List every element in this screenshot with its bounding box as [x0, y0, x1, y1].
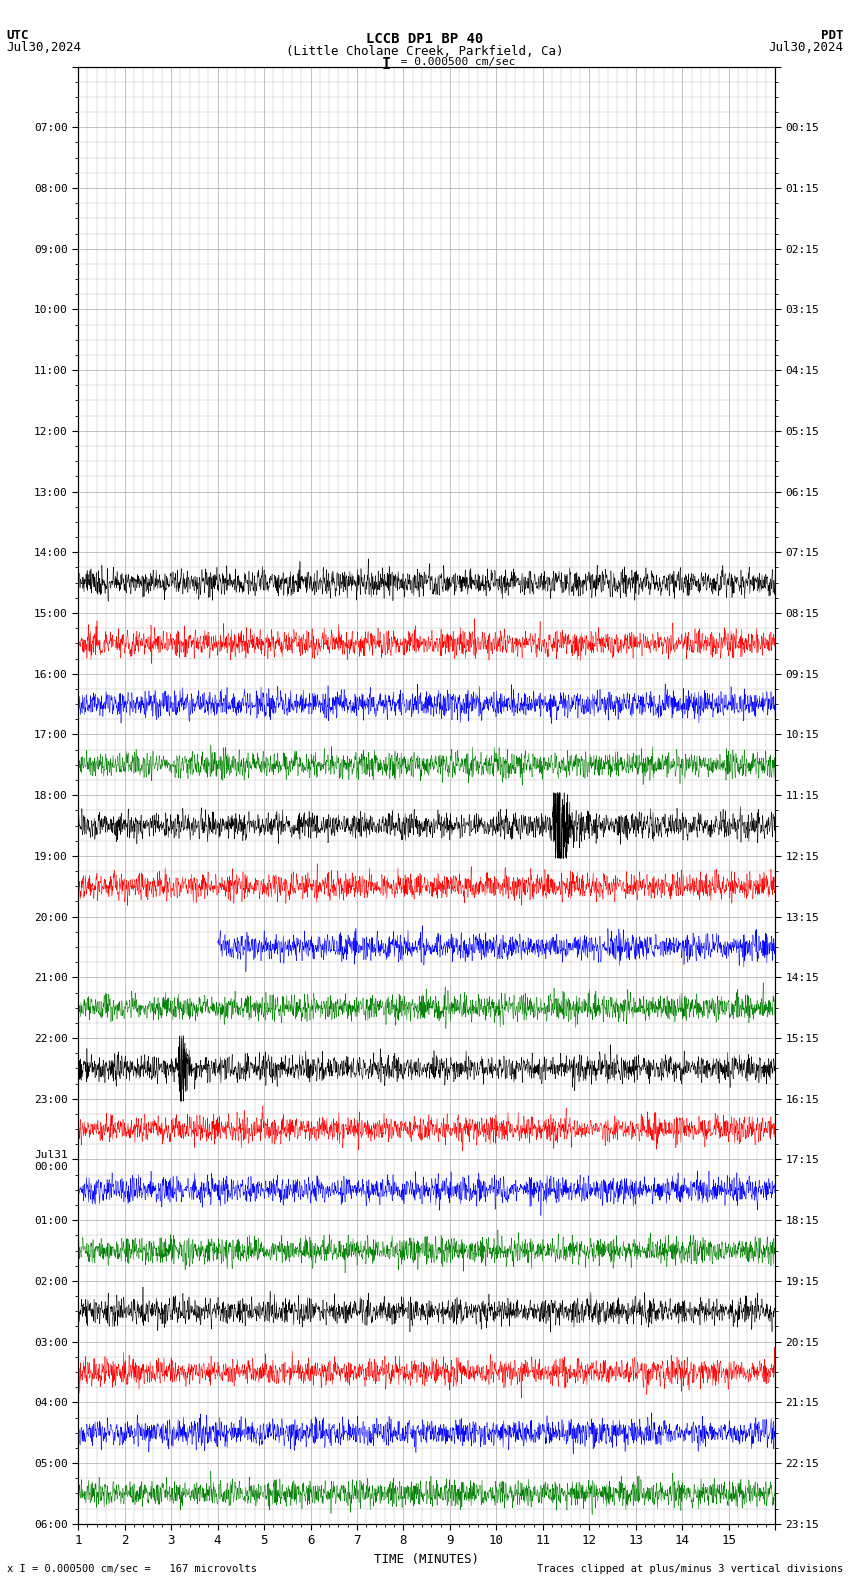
Text: PDT: PDT [821, 29, 843, 41]
Text: x I = 0.000500 cm/sec =   167 microvolts: x I = 0.000500 cm/sec = 167 microvolts [7, 1565, 257, 1574]
Text: UTC: UTC [7, 29, 29, 41]
Text: Traces clipped at plus/minus 3 vertical divisions: Traces clipped at plus/minus 3 vertical … [537, 1565, 843, 1574]
Text: (Little Cholane Creek, Parkfield, Ca): (Little Cholane Creek, Parkfield, Ca) [286, 44, 564, 57]
Text: Jul30,2024: Jul30,2024 [768, 41, 843, 54]
Text: = 0.000500 cm/sec: = 0.000500 cm/sec [394, 57, 515, 67]
Text: LCCB DP1 BP 40: LCCB DP1 BP 40 [366, 32, 484, 46]
Text: Jul30,2024: Jul30,2024 [7, 41, 82, 54]
X-axis label: TIME (MINUTES): TIME (MINUTES) [374, 1552, 479, 1565]
Text: I: I [382, 57, 391, 71]
